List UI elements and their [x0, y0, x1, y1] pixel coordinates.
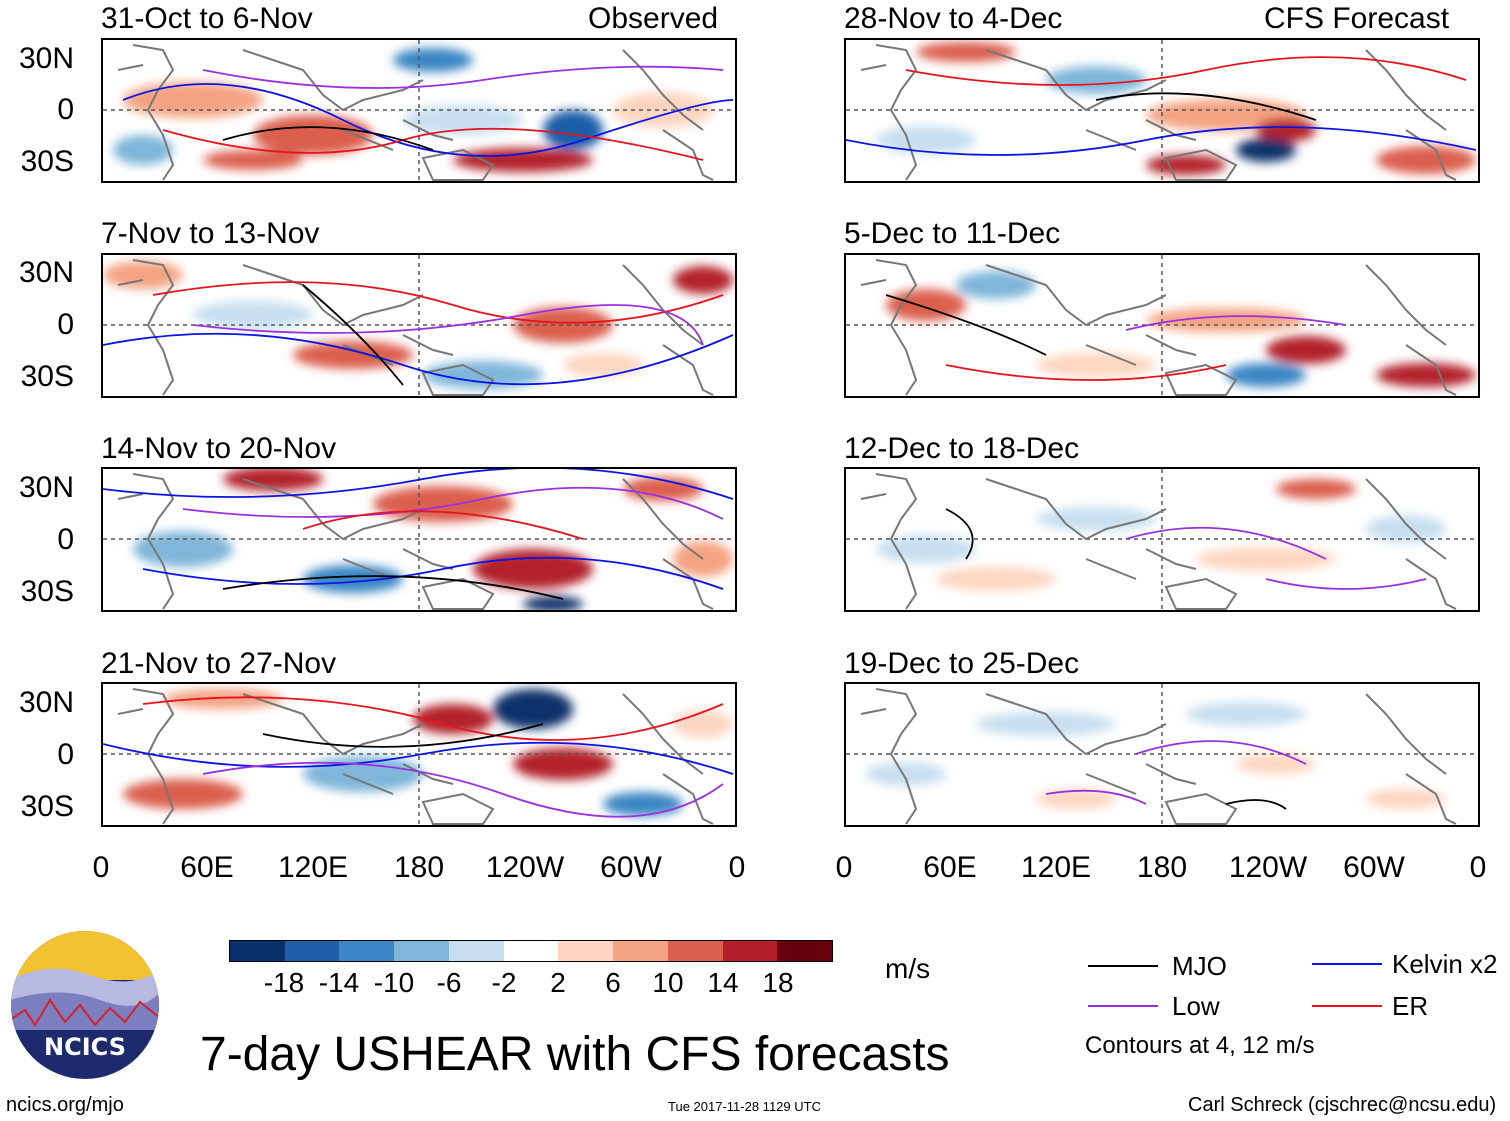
lat-label-eq: 0: [57, 308, 74, 341]
colorbar-tick: 2: [550, 967, 566, 998]
colorbar-tick: 18: [762, 967, 794, 998]
lon-label: 0: [728, 851, 746, 884]
panel-title: 14-Nov to 20-Nov: [101, 432, 337, 465]
colorbar-swatch: [339, 941, 395, 961]
lon-label: 120W: [485, 851, 565, 884]
legend-line-mjo: [1088, 965, 1158, 967]
lat-label-eq: 0: [57, 738, 74, 771]
contours-note: Contours at 4, 12 m/s: [1085, 1032, 1315, 1059]
lat-label-30n: 30N: [18, 256, 74, 289]
colorbar-tick: -10: [373, 967, 415, 998]
lon-label: 120E: [1020, 851, 1092, 884]
colorbar-swatch: [613, 941, 668, 961]
map-panel-observed-2: [101, 253, 737, 398]
lon-label: 0: [835, 851, 853, 884]
ncics-logo: NCICS: [10, 930, 160, 1080]
lat-label-30n: 30N: [18, 471, 74, 504]
logo-text: NCICS: [44, 1033, 126, 1061]
colorbar-swatch: [230, 941, 285, 961]
map-panel-forecast-4: [844, 682, 1480, 827]
colorbar-tick: -14: [318, 967, 360, 998]
map-panel-observed-4: [101, 682, 737, 827]
lon-label: 60E: [180, 851, 234, 884]
lat-label-eq: 0: [57, 523, 74, 556]
lon-label: 180: [1136, 851, 1188, 884]
map-panel-observed-1: [101, 38, 737, 183]
colorbar-swatch: [394, 941, 449, 961]
lon-label: 0: [1469, 851, 1487, 884]
colorbar-tick: -6: [436, 967, 462, 998]
lat-label-30s: 30S: [20, 145, 74, 178]
source-url[interactable]: ncics.org/mjo: [6, 1094, 124, 1116]
observed-label: Observed: [588, 2, 719, 35]
colorbar-swatch: [667, 941, 723, 961]
colorbar-unit: m/s: [885, 953, 931, 984]
colorbar-swatch: [503, 941, 559, 961]
panel-title: 12-Dec to 18-Dec: [844, 432, 1080, 465]
forecast-label: CFS Forecast: [1264, 2, 1450, 35]
lon-label: 60W: [1343, 851, 1405, 884]
map-panel-forecast-2: [844, 253, 1480, 398]
lon-label: 60W: [600, 851, 662, 884]
legend-er: ER: [1392, 991, 1429, 1021]
legend-low: Low: [1172, 991, 1220, 1021]
panel-title: 19-Dec to 25-Dec: [844, 647, 1080, 680]
colorbar-swatch: [284, 941, 340, 961]
colorbar-tick: 14: [707, 967, 739, 998]
legend-kelvin: Kelvin x2: [1392, 949, 1498, 979]
panel-title: 31-Oct to 6-Nov: [101, 2, 313, 35]
lat-label-30s: 30S: [20, 575, 74, 608]
colorbar-swatch: [558, 941, 614, 961]
panel-title: 5-Dec to 11-Dec: [844, 217, 1061, 250]
lon-label: 120W: [1228, 851, 1308, 884]
credit: Carl Schreck (cjschrec@ncsu.edu): [1188, 1094, 1497, 1116]
legend-mjo: MJO: [1172, 951, 1227, 981]
lon-label: 120E: [277, 851, 349, 884]
colorbar-tick: -18: [263, 967, 305, 998]
panel-title: 21-Nov to 27-Nov: [101, 647, 337, 680]
lat-label-30n: 30N: [18, 686, 74, 719]
lon-label: 0: [92, 851, 110, 884]
main-title: 7-day USHEAR with CFS forecasts: [200, 1028, 950, 1081]
colorbar: [229, 940, 833, 962]
panel-title: 28-Nov to 4-Dec: [844, 2, 1063, 35]
colorbar-tick: 6: [605, 967, 621, 998]
lat-label-eq: 0: [57, 93, 74, 126]
timestamp: Tue 2017-11-28 1129 UTC: [668, 1099, 821, 1114]
map-panel-observed-3: [101, 467, 737, 612]
colorbar-swatch: [722, 941, 778, 961]
colorbar-swatch: [777, 941, 833, 961]
lon-label: 180: [393, 851, 445, 884]
legend-line-low: [1088, 1005, 1158, 1007]
colorbar-tick: -2: [491, 967, 517, 998]
colorbar-swatch: [448, 941, 504, 961]
map-panel-forecast-1: [844, 38, 1480, 183]
map-panel-forecast-3: [844, 467, 1480, 612]
lat-label-30s: 30S: [20, 360, 74, 393]
panel-title: 7-Nov to 13-Nov: [101, 217, 320, 250]
lat-label-30n: 30N: [18, 42, 74, 75]
lat-label-30s: 30S: [20, 790, 74, 823]
legend-line-er: [1312, 1005, 1382, 1007]
legend-line-kelvin: [1312, 963, 1382, 965]
colorbar-tick: 10: [652, 967, 684, 998]
lon-label: 60E: [923, 851, 977, 884]
